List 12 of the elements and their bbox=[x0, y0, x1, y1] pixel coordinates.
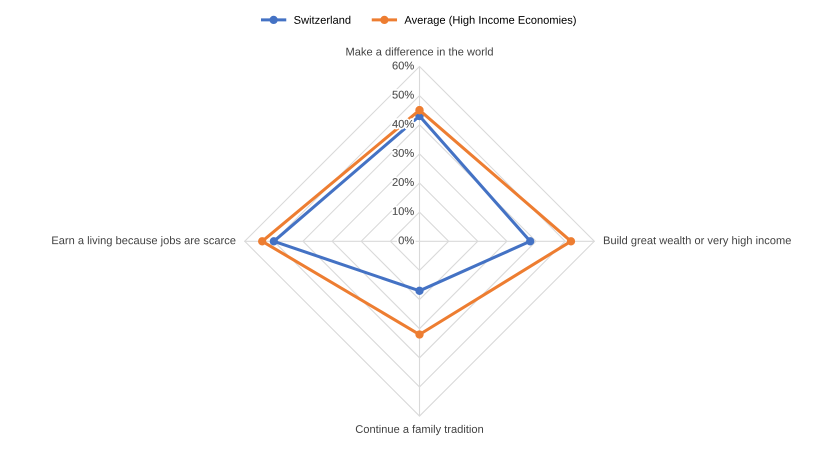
y-tick-label: 20% bbox=[392, 178, 414, 186]
spoke-label: Build great wealth or very high income bbox=[604, 236, 791, 246]
spoke-label: Continue a family tradition bbox=[356, 424, 484, 436]
legend-label: Switzerland bbox=[294, 16, 350, 24]
y-tick-label: 50% bbox=[392, 90, 414, 99]
spoke-label: Earn a living because jobs are scarce bbox=[52, 236, 236, 246]
y-tick-label: 0% bbox=[398, 236, 414, 244]
y-tick-label: 60% bbox=[392, 62, 414, 70]
legend-label: Average (High Income Economies) bbox=[404, 16, 576, 26]
spoke-label: Make a difference in the world bbox=[346, 47, 493, 56]
y-tick-label: 10% bbox=[392, 207, 414, 216]
y-tick-label: 30% bbox=[392, 149, 414, 157]
